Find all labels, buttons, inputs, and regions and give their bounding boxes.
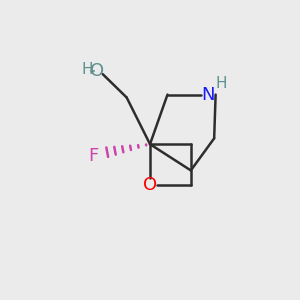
Text: H: H [216,76,227,91]
Text: F: F [88,147,98,165]
Text: N: N [202,85,215,103]
Text: H: H [82,62,93,77]
Text: O: O [143,176,157,194]
Text: O: O [90,62,105,80]
